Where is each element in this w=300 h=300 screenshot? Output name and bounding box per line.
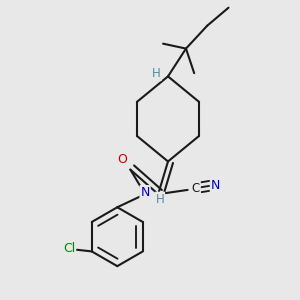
Text: C: C	[192, 182, 200, 195]
Text: Cl: Cl	[63, 242, 75, 255]
Text: N: N	[211, 178, 220, 191]
Text: H: H	[152, 67, 161, 80]
Text: O: O	[117, 153, 127, 166]
Text: H: H	[155, 193, 164, 206]
Text: N: N	[140, 186, 150, 199]
